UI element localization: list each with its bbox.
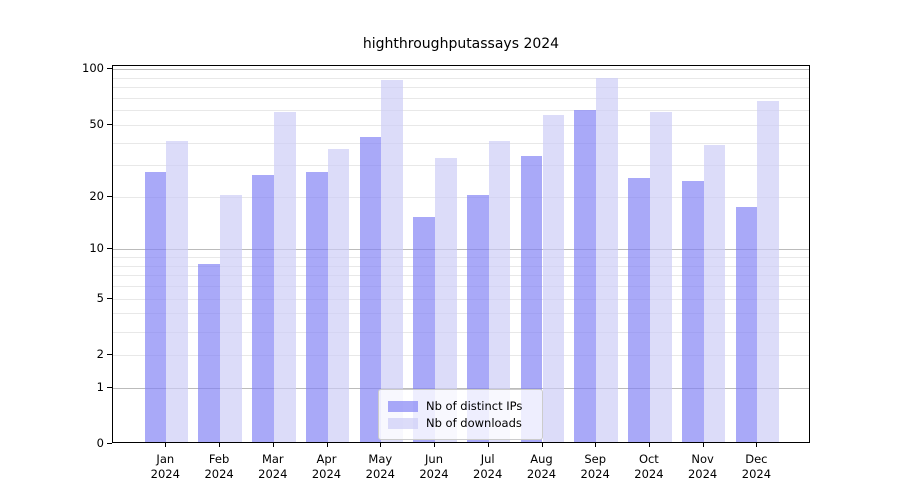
x-axis-tick [219,443,221,447]
y-tick-label: 10 [89,241,104,256]
x-tick-label-aug: Aug 2024 [526,452,557,481]
x-tick-label-apr: Apr 2024 [311,452,342,481]
legend-item-distinct-ips: Nb of distinct IPs [379,399,542,413]
bar-downloads-aug [542,115,565,442]
y-tick-label: 20 [89,188,104,203]
gridline-minor [113,257,809,259]
x-axis-tick [272,443,274,447]
bar-downloads-jul [488,140,511,442]
legend-label-downloads: Nb of downloads [426,416,522,430]
bar-downloads-sep [596,77,618,442]
y-tick-label: 1 [96,379,104,394]
x-tick-label-sep: Sep 2024 [580,452,610,481]
bar-ips-nov [681,180,704,442]
x-tick-label-oct: Oct 2024 [634,452,664,481]
y-tick-label: 0 [96,436,104,450]
gridline-minor [113,265,809,267]
gridline-minor [113,196,809,198]
legend-label-distinct-ips: Nb of distinct IPs [426,399,523,413]
x-axis-tick [434,443,435,447]
bar-ips-aug [520,155,543,442]
gridline-minor [113,313,809,315]
bar-downloads-jan [166,140,189,442]
bar-ips-jul [467,194,489,442]
x-axis-tick [487,443,489,447]
y-tick-label: 50 [89,116,104,131]
x-axis-tick [326,443,328,447]
gridline-minor [113,87,809,89]
x-tick-label-jun: Jun 2024 [419,452,449,481]
x-axis-tick [756,443,758,447]
x-axis-tick [165,443,167,447]
bar-downloads-dec [757,100,780,442]
x-tick-label-may: May 2024 [365,452,395,481]
x-tick-label-jan: Jan 2024 [150,452,180,481]
bar-ips-oct [628,177,650,442]
bar-ips-apr [305,171,328,442]
x-tick-label-nov: Nov 2024 [687,452,718,481]
gridline-minor [113,354,809,356]
legend-swatch-downloads-icon [388,417,418,429]
x-tick-label-jul: Jul 2024 [473,452,503,481]
bar-downloads-mar [273,112,296,442]
y-tick-label: 5 [96,290,104,305]
y-axis-tick [107,123,112,125]
y-axis-tick [107,386,112,388]
y-axis-tick [107,248,112,250]
bar-ips-may [359,136,382,442]
gridline-minor [113,98,809,99]
bar-ips-jan [144,171,167,442]
y-axis-tick [107,195,112,197]
gridline-minor [113,142,809,144]
gridline-major [113,249,809,251]
gridline-major [113,69,809,71]
y-tick-label: 100 [82,61,104,76]
bar-downloads-nov [703,144,726,442]
gridline-minor [113,275,809,277]
x-tick-label-dec: Dec 2024 [741,452,772,481]
x-tick-label-mar: Mar 2024 [258,452,288,481]
bar-downloads-may [381,79,404,442]
gridline-minor [113,286,809,288]
gridline-minor [113,77,809,79]
bar-ips-dec [735,207,758,442]
x-axis-tick [648,443,650,447]
y-axis-tick [107,297,112,299]
legend: Nb of distinct IPs Nb of downloads [378,389,543,440]
y-axis-tick [107,443,112,444]
bar-ips-jun [413,216,436,442]
y-tick-label: 2 [96,346,104,361]
x-tick-label-feb: Feb 2024 [204,452,234,481]
bar-downloads-jun [435,158,457,442]
y-axis-tick [107,353,112,355]
bar-ips-feb [198,263,221,442]
gridline-minor [113,110,809,112]
gridline-minor [113,124,809,126]
bar-downloads-feb [220,194,242,442]
plot-area: Nb of distinct IPs Nb of downloads [112,65,810,443]
chart-title: highthroughputassays 2024 [362,36,560,52]
x-axis-tick [380,443,382,447]
x-axis-tick [595,443,597,447]
legend-swatch-distinct-ips-icon [388,400,418,412]
gridline-minor [113,331,809,333]
bar-ips-mar [252,174,274,442]
gridline-minor [113,298,809,300]
x-axis-tick [541,443,543,447]
x-axis-tick [702,443,704,447]
gridline-major [113,387,809,389]
bar-downloads-apr [327,148,350,442]
legend-item-downloads: Nb of downloads [379,416,542,430]
bar-ips-sep [574,109,597,442]
gridline-minor [113,165,809,167]
bar-downloads-oct [649,112,672,442]
y-axis-tick [107,68,112,70]
